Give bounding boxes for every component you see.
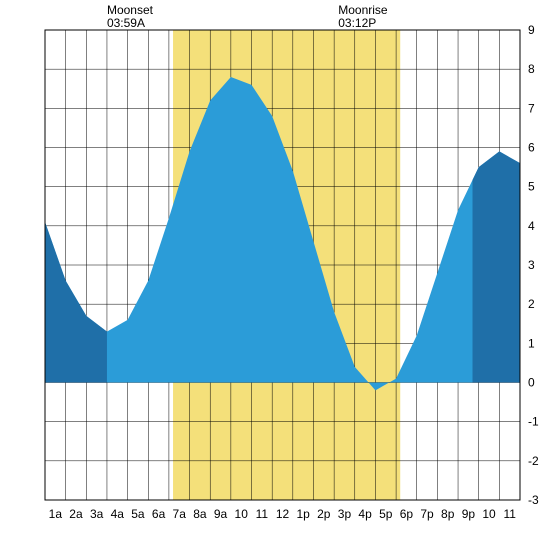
x-axis-label: 4p — [358, 507, 372, 521]
x-axis-label: 5p — [379, 507, 393, 521]
y-axis-label: 5 — [528, 180, 535, 194]
x-axis-label: 8p — [441, 507, 455, 521]
x-axis-label: 2a — [69, 507, 83, 521]
annotation-time: 03:12P — [338, 16, 376, 30]
x-axis-label: 4a — [111, 507, 125, 521]
y-axis-label: 9 — [528, 23, 535, 37]
x-axis-label: 8a — [193, 507, 207, 521]
x-axis-label: 11 — [256, 507, 269, 521]
y-axis-label: 6 — [528, 141, 535, 155]
x-axis-label: 9a — [214, 507, 228, 521]
x-axis-label: 10 — [482, 507, 496, 521]
annotation-title: Moonrise — [338, 3, 388, 17]
annotation-title: Moonset — [107, 3, 154, 17]
y-axis-label: -2 — [528, 454, 539, 468]
x-axis-label: 5a — [131, 507, 145, 521]
y-axis-label: 0 — [528, 376, 535, 390]
x-axis-label: 11 — [503, 507, 516, 521]
x-axis-label: 1p — [296, 507, 310, 521]
x-axis-label: 6p — [400, 507, 414, 521]
x-axis-label: 9p — [462, 507, 476, 521]
y-axis-label: 1 — [528, 336, 535, 350]
y-axis-label: 3 — [528, 258, 535, 272]
chart-svg: -3-2-101234567891a2a3a4a5a6a7a8a9a101112… — [0, 0, 550, 550]
x-axis-label: 10 — [235, 507, 249, 521]
x-axis-label: 1a — [49, 507, 63, 521]
x-axis-label: 7a — [173, 507, 187, 521]
tide-area-night — [473, 151, 521, 382]
y-axis-label: 7 — [528, 101, 535, 115]
x-axis-label: 3p — [338, 507, 352, 521]
x-axis-label: 7p — [420, 507, 434, 521]
tide-chart: -3-2-101234567891a2a3a4a5a6a7a8a9a101112… — [0, 0, 550, 550]
y-axis-label: -1 — [528, 415, 539, 429]
annotation-time: 03:59A — [107, 16, 145, 30]
y-axis-label: -3 — [528, 493, 539, 507]
x-axis-label: 3a — [90, 507, 104, 521]
y-axis-label: 8 — [528, 62, 535, 76]
x-axis-label: 2p — [317, 507, 331, 521]
x-axis-label: 6a — [152, 507, 166, 521]
y-axis-label: 4 — [528, 219, 535, 233]
y-axis-label: 2 — [528, 297, 535, 311]
x-axis-label: 12 — [276, 507, 290, 521]
